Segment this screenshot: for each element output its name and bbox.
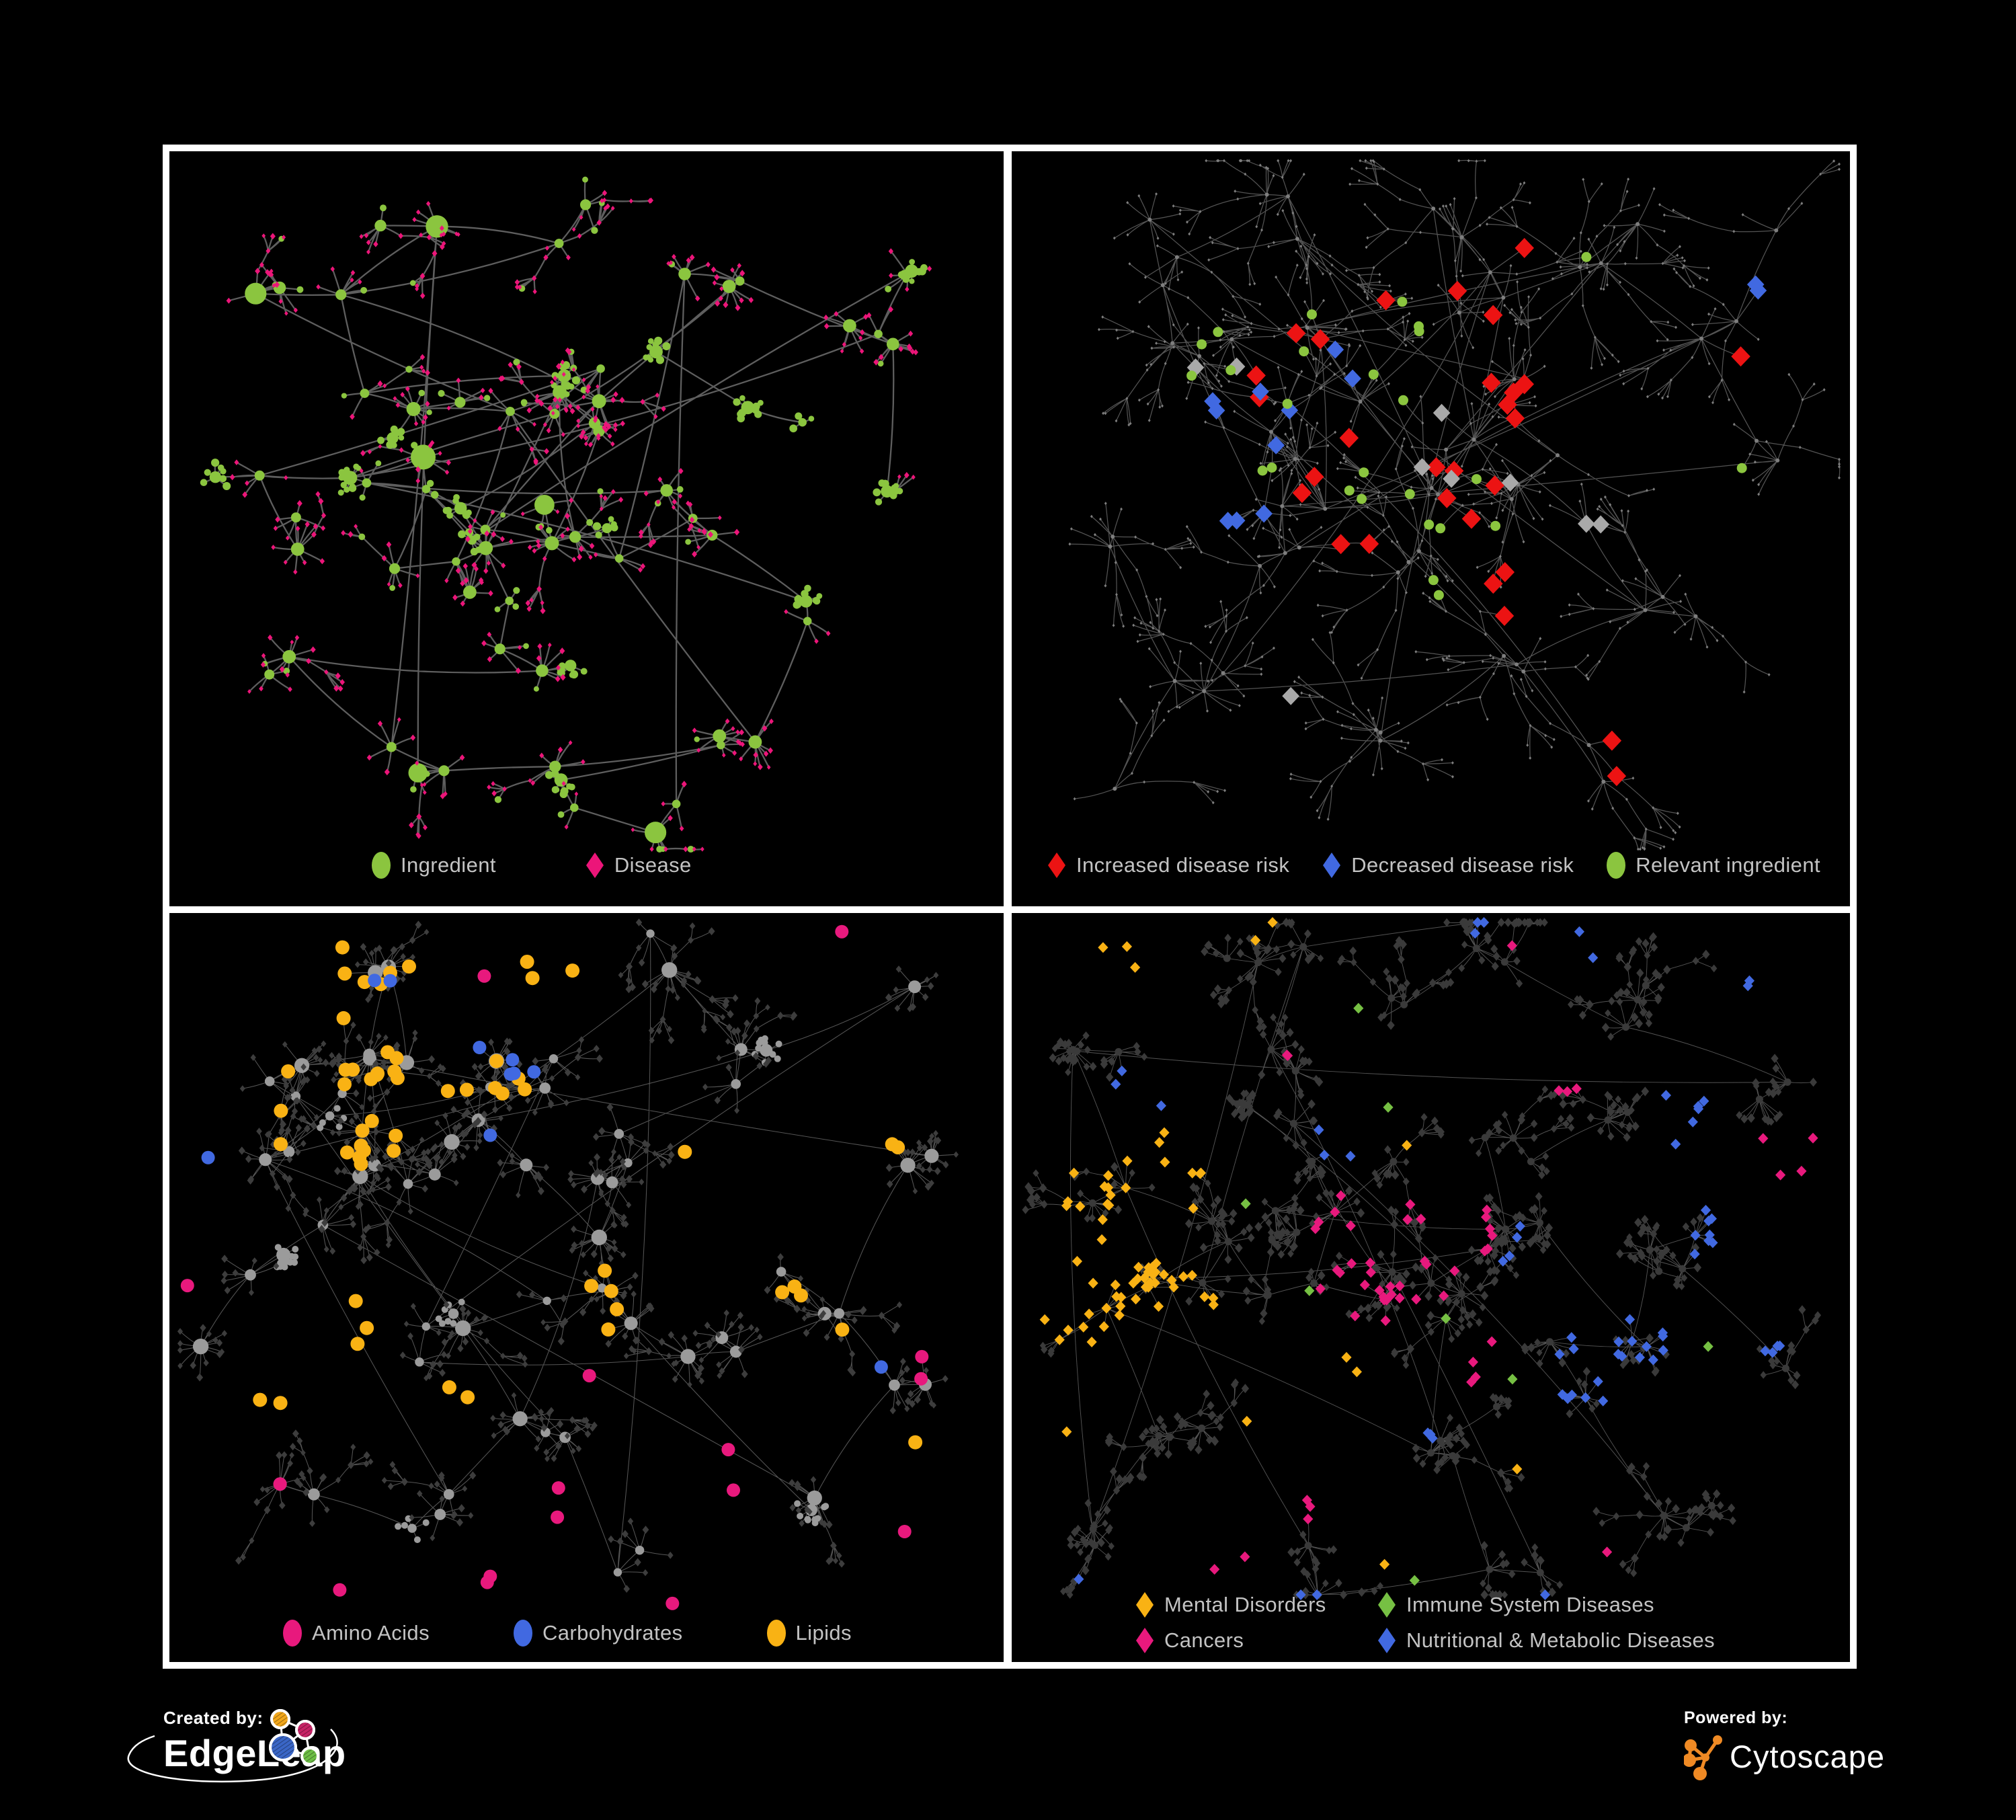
created-by-block: Created by: EdgeLeap <box>163 1708 346 1775</box>
legend-item-mental-disorders: Mental Disorders <box>1135 1591 1358 1618</box>
legend-label: Increased disease risk <box>1076 853 1290 877</box>
legend-label: Amino Acids <box>312 1621 430 1645</box>
legend-item-carbohydrates: Carbohydrates <box>513 1619 683 1647</box>
created-by-label: Created by: <box>163 1708 264 1728</box>
powered-by-block: Powered by: Cytoscape <box>1684 1708 1885 1780</box>
figure-grid: Ingredient Disease Increased disease ris… <box>163 145 1857 1669</box>
network-disease-risk <box>1068 159 1841 851</box>
panel-disease-classes: Mental Disorders Immune System Diseases … <box>1012 913 1850 1662</box>
legend-item-relevant-ingredient: Relevant ingredient <box>1606 851 1820 879</box>
cancers-diamond-icon <box>1136 1628 1154 1653</box>
decreased-risk-diamond-icon <box>1323 853 1341 878</box>
immune-system-diamond-icon <box>1378 1592 1396 1618</box>
legend-item-decreased-risk: Decreased disease risk <box>1322 852 1574 879</box>
network-ingredient-disease <box>200 176 932 853</box>
legend-label: Mental Disorders <box>1164 1593 1326 1616</box>
legend-label: Nutritional & Metabolic Diseases <box>1406 1628 1716 1652</box>
legend-label: Immune System Diseases <box>1406 1593 1654 1616</box>
legend-item-disease: Disease <box>585 852 692 879</box>
legend-ingredient-disease: Ingredient Disease <box>371 851 692 879</box>
mental-disorders-diamond-icon <box>1136 1592 1154 1618</box>
legend-item-amino-acids: Amino Acids <box>282 1619 430 1647</box>
network-disease-classes <box>1022 917 1822 1600</box>
disease-diamond-icon <box>586 853 604 878</box>
lipids-circle-icon <box>766 1620 786 1647</box>
legend-label: Disease <box>614 853 692 877</box>
legend-label: Relevant ingredient <box>1636 853 1820 877</box>
amino-acids-circle-icon <box>283 1620 302 1647</box>
cytoscape-logo-icon <box>1684 1735 1722 1780</box>
legend-item-increased-risk: Increased disease risk <box>1047 852 1289 879</box>
legend-label: Decreased disease risk <box>1351 853 1574 877</box>
legend-nutrient-classes: Amino Acids Carbohydrates Lipids <box>282 1619 852 1647</box>
edgeleap-wordmark: EdgeLeap <box>163 1732 346 1774</box>
legend-item-ingredient: Ingredient <box>371 851 496 879</box>
legend-disease-classes: Mental Disorders Immune System Diseases … <box>1135 1591 1715 1654</box>
legend-item-nutritional-metabolic-diseases: Nutritional & Metabolic Diseases <box>1377 1627 1715 1654</box>
panel-disease-risk: Increased disease risk Decreased disease… <box>1012 151 1850 906</box>
legend-label: Lipids <box>795 1621 852 1645</box>
legend-disease-risk: Increased disease risk Decreased disease… <box>1047 851 1820 879</box>
panel-nutrient-classes: Amino Acids Carbohydrates Lipids <box>169 913 1004 1662</box>
legend-label: Cancers <box>1164 1628 1244 1652</box>
nutritional-metabolic-diamond-icon <box>1378 1628 1396 1653</box>
relevant-ingredient-circle-icon <box>1607 852 1626 879</box>
cytoscape-wordmark: Cytoscape <box>1730 1738 1886 1774</box>
increased-risk-diamond-icon <box>1048 853 1065 878</box>
ingredient-circle-icon <box>372 852 391 879</box>
legend-item-lipids: Lipids <box>766 1619 852 1647</box>
panel-ingredient-disease: Ingredient Disease <box>169 151 1004 906</box>
legend-item-cancers: Cancers <box>1135 1627 1358 1654</box>
legend-item-immune-system-diseases: Immune System Diseases <box>1377 1591 1715 1618</box>
legend-label: Carbohydrates <box>542 1621 683 1645</box>
network-nutrient-classes <box>177 918 959 1610</box>
powered-by-label: Powered by: <box>1684 1708 1788 1727</box>
carbohydrates-circle-icon <box>513 1620 532 1647</box>
legend-label: Ingredient <box>401 853 496 877</box>
